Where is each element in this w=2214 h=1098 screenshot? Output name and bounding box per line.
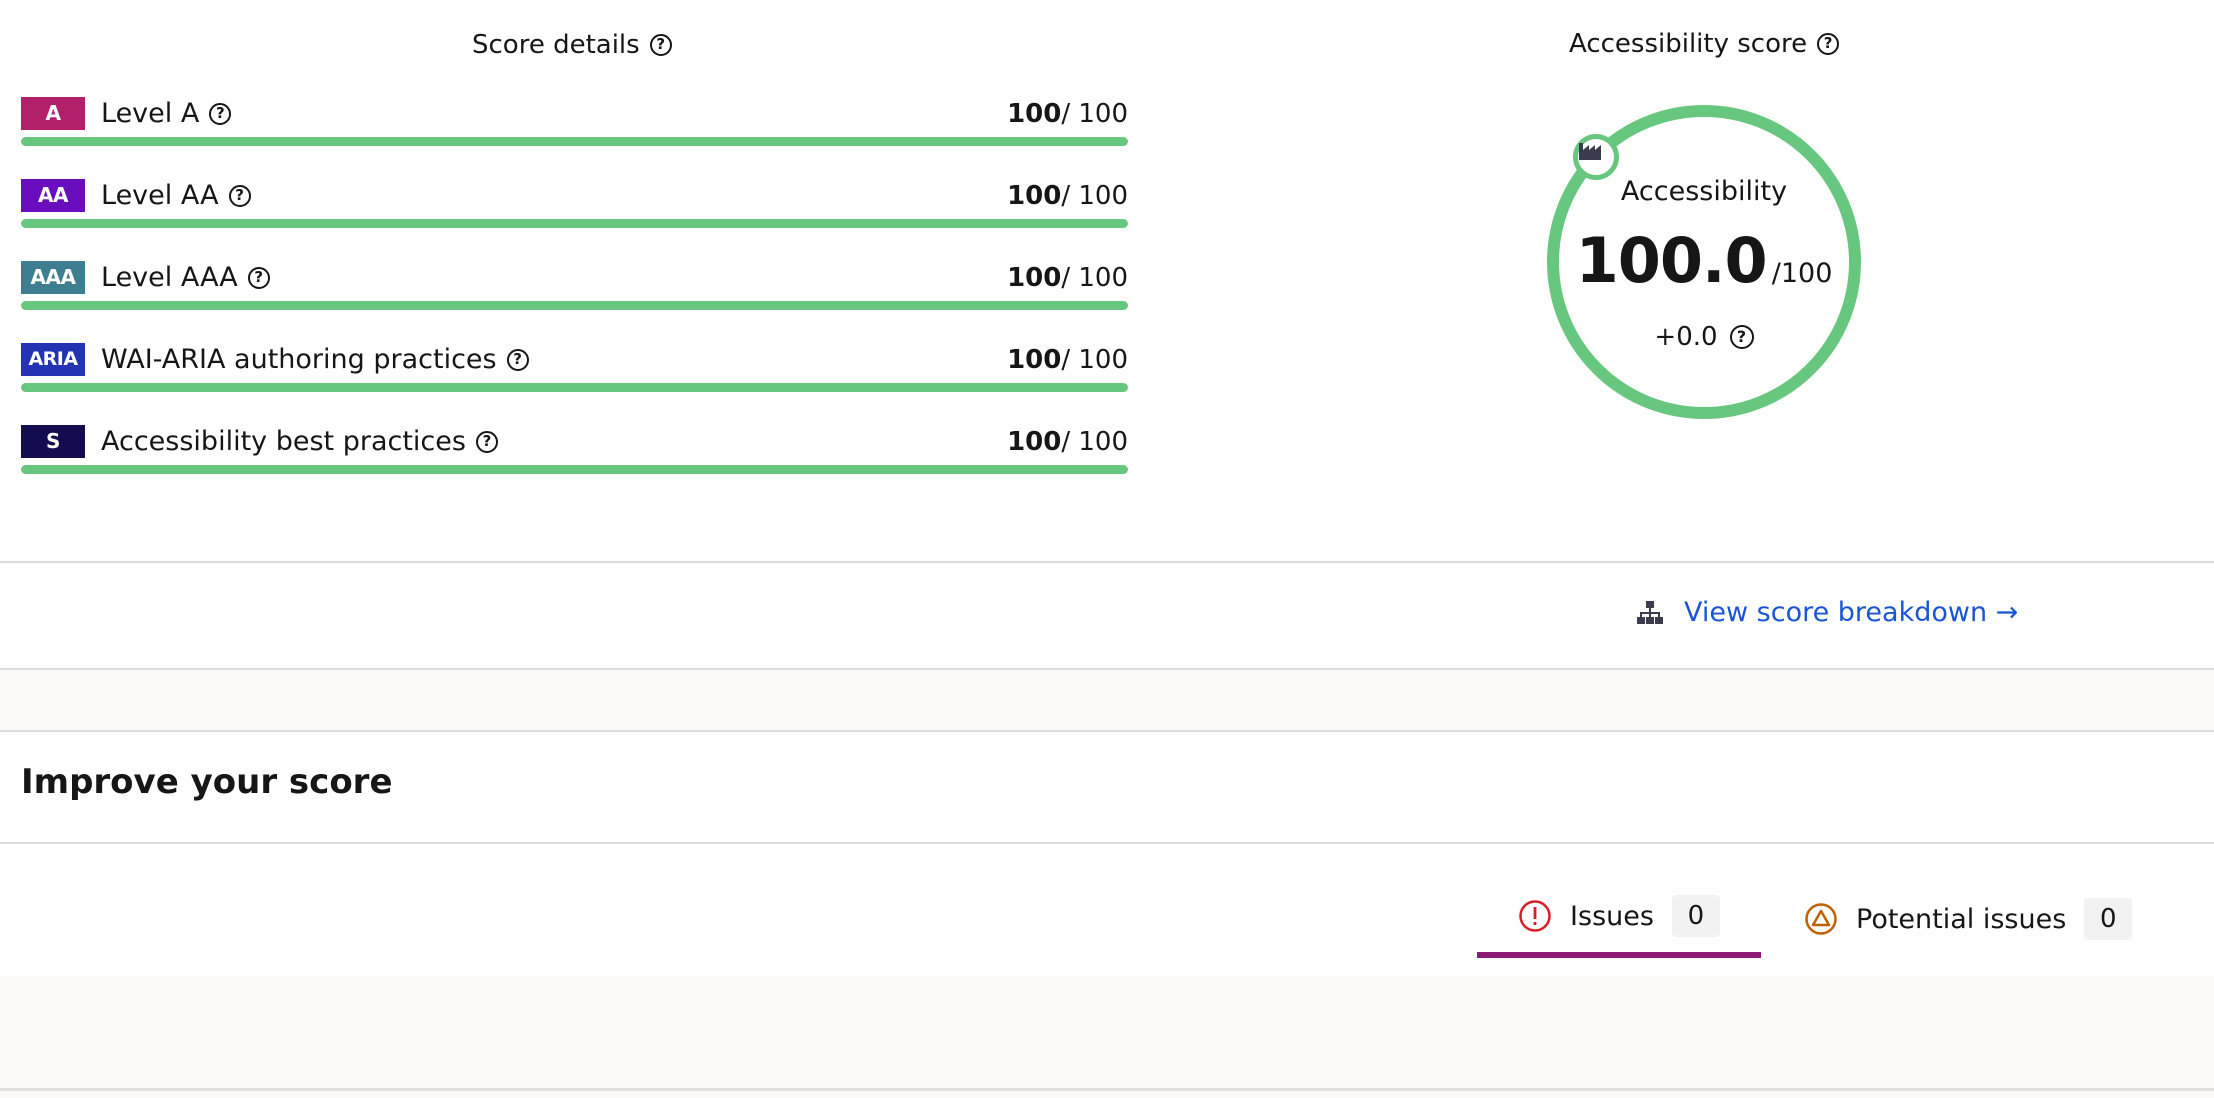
divider <box>0 1088 2214 1091</box>
best-practices-progress-fill <box>21 465 1128 474</box>
accessibility-score-title: Accessibility score ? <box>1569 29 1840 59</box>
gauge-value: 100.0 /100 <box>1546 224 1862 297</box>
level-a-progress-fill <box>21 137 1128 146</box>
best-practices-badge: S <box>21 425 85 458</box>
level-aaa-score: 100/ 100 <box>1007 262 1128 293</box>
factory-icon <box>1579 143 1601 160</box>
error-icon <box>1519 900 1551 932</box>
tab-potential-issues-label: Potential issues <box>1856 903 2067 935</box>
warning-triangle-icon <box>1805 903 1837 935</box>
help-icon[interactable]: ? <box>1817 33 1840 55</box>
score-details-title-text: Score details <box>472 30 640 60</box>
help-icon[interactable]: ? <box>506 348 529 371</box>
score-delta: +0.0 <box>1654 322 1718 352</box>
level-aaa-progress-fill <box>21 301 1128 310</box>
divider <box>0 730 2214 732</box>
help-icon[interactable]: ? <box>228 184 251 207</box>
level-aa-progress-fill <box>21 219 1128 228</box>
view-score-breakdown-label: View score breakdown → <box>1684 597 2019 628</box>
hierarchy-icon <box>1637 600 1663 624</box>
best-practices-progress-bar <box>21 465 1128 474</box>
divider <box>0 842 2214 844</box>
wai-aria-score: 100/ 100 <box>1007 344 1128 375</box>
wai-aria-label: WAI-ARIA authoring practices <box>101 344 497 375</box>
level-a-progress-bar <box>21 137 1128 146</box>
help-icon[interactable]: ? <box>209 102 232 125</box>
level-aaa-progress-bar <box>21 301 1128 310</box>
tab-issues-label: Issues <box>1570 900 1654 932</box>
wai-aria-progress-fill <box>21 383 1128 392</box>
level-a-badge: A <box>21 97 85 130</box>
level-aaa-badge: AAA <box>21 261 85 294</box>
score-row-level-aa: AA Level AA ? 100/ 100 <box>21 179 1128 235</box>
issues-count: 0 <box>1671 895 1720 937</box>
accessibility-gauge: Accessibility 100.0 /100 +0.0 ? <box>1546 104 1862 420</box>
view-score-breakdown-link[interactable]: View score breakdown → <box>1636 597 2018 628</box>
level-a-score: 100/ 100 <box>1007 98 1128 129</box>
level-aa-progress-bar <box>21 219 1128 228</box>
level-a-label: Level A <box>101 98 200 129</box>
best-practices-label: Accessibility best practices <box>101 426 466 457</box>
gauge-label: Accessibility <box>1620 176 1788 207</box>
score-row-best-practices: S Accessibility best practices ? 100/ 10… <box>21 425 1128 481</box>
score-row-level-a: A Level A ? 100/ 100 <box>21 97 1128 153</box>
wai-aria-progress-bar <box>21 383 1128 392</box>
improve-section: Improve your score Issues 0 Potential is… <box>0 732 2214 976</box>
gauge-knob <box>1573 134 1619 180</box>
level-aa-badge: AA <box>21 179 85 212</box>
divider <box>0 668 2214 670</box>
divider <box>0 561 2214 563</box>
accessibility-score-title-text: Accessibility score <box>1569 29 1808 59</box>
help-icon[interactable]: ? <box>247 266 270 289</box>
help-icon[interactable]: ? <box>649 34 672 56</box>
gauge-max: /100 <box>1771 258 1833 289</box>
gauge-score: 100.0 <box>1575 224 1768 297</box>
level-aa-score: 100/ 100 <box>1007 180 1128 211</box>
score-row-level-aaa: AAA Level AAA ? 100/ 100 <box>21 261 1128 317</box>
level-aaa-label: Level AAA <box>101 262 238 293</box>
score-panel: Score details ? A Level A ? 100/ 100 AA … <box>21 29 1862 481</box>
level-aa-label: Level AA <box>101 180 219 211</box>
help-icon[interactable]: ? <box>475 430 498 453</box>
improve-title: Improve your score <box>21 762 393 802</box>
aria-badge: ARIA <box>21 343 85 376</box>
help-icon[interactable]: ? <box>1729 325 1754 349</box>
breakdown-bar: View score breakdown → <box>0 563 2214 668</box>
gauge-ring <box>1547 105 1861 419</box>
tab-issues[interactable]: Issues 0 <box>1477 880 1761 958</box>
tab-potential-issues[interactable]: Potential issues 0 <box>1804 880 2133 958</box>
best-practices-score: 100/ 100 <box>1007 426 1128 457</box>
score-details-title: Score details ? <box>472 30 672 60</box>
potential-issues-count: 0 <box>2084 898 2133 940</box>
score-row-wai-aria: ARIA WAI-ARIA authoring practices ? 100/… <box>21 343 1128 399</box>
gauge-delta: +0.0 ? <box>1546 322 1862 352</box>
